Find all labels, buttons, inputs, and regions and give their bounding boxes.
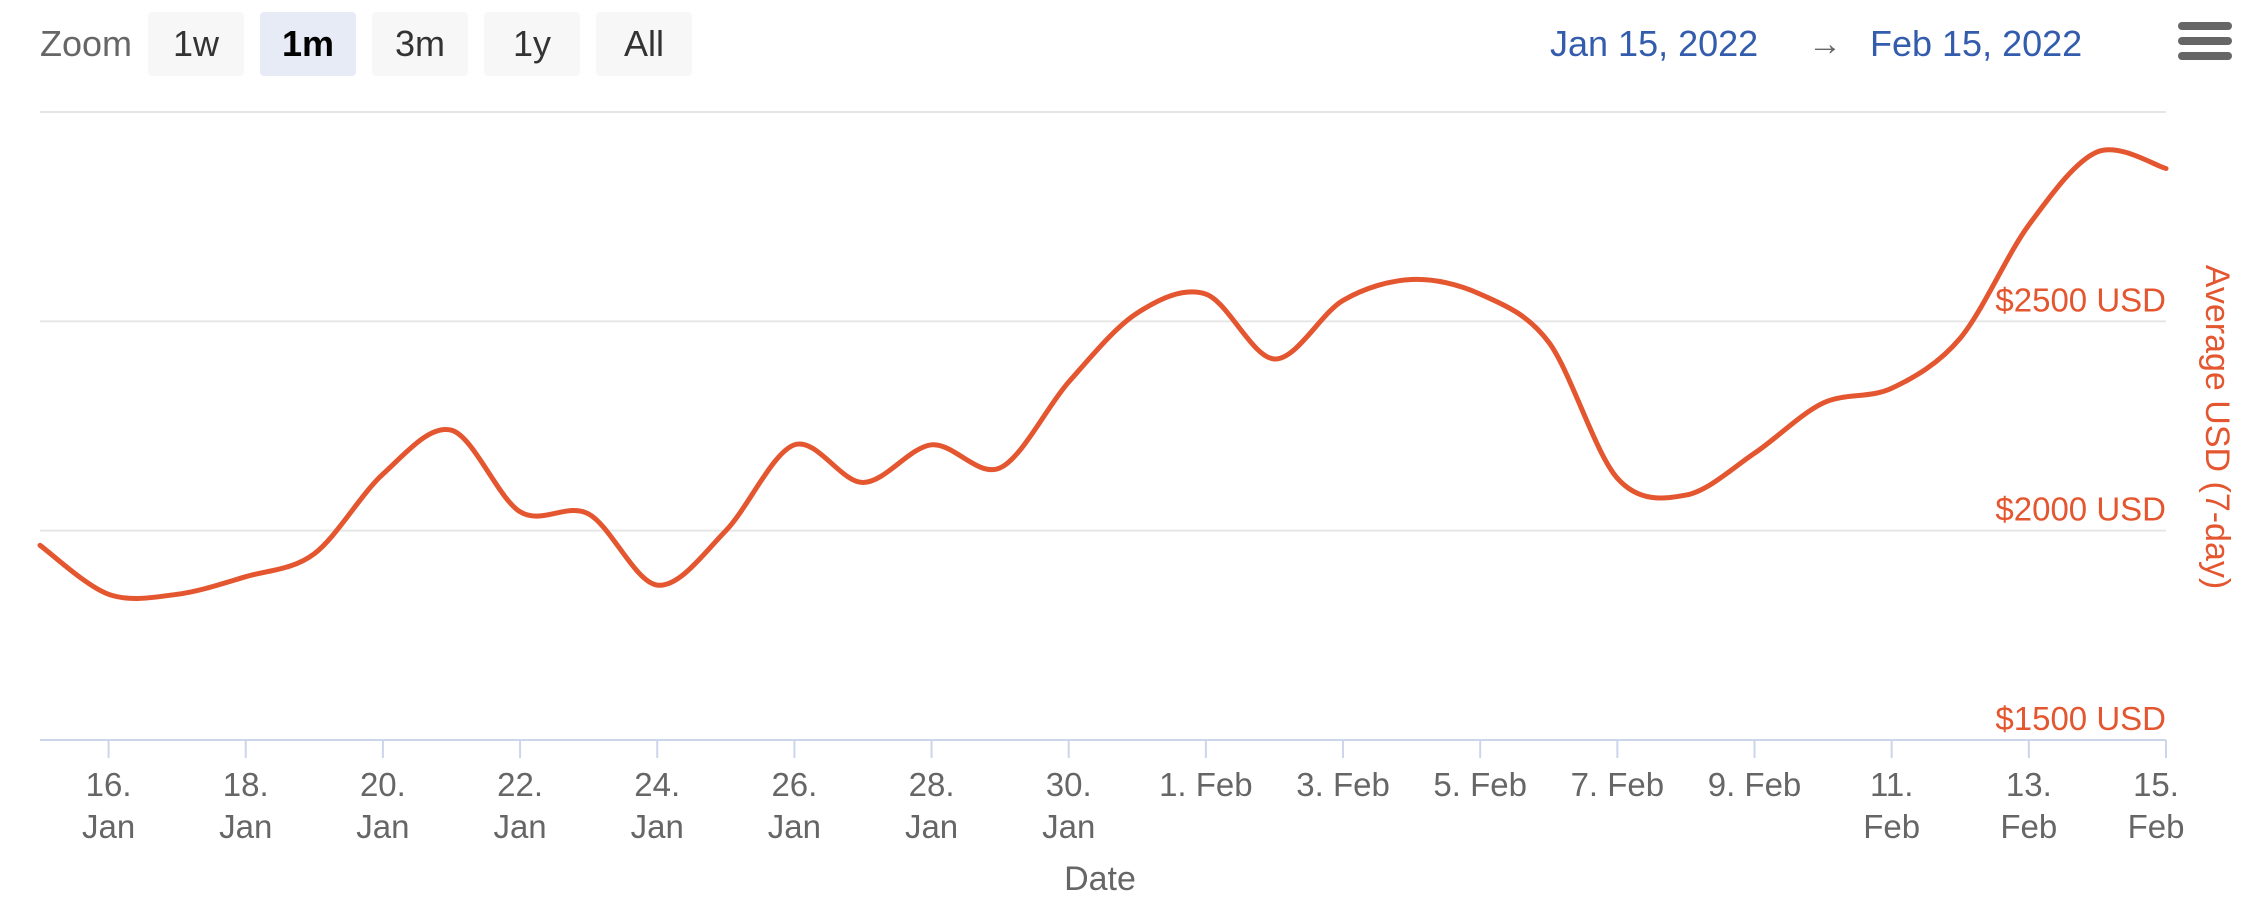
y-axis-labels: $1500 USD $2000 USD $2500 USD	[1995, 281, 2166, 737]
data-point[interactable]	[651, 579, 663, 591]
data-point[interactable]	[1406, 273, 1418, 285]
data-point[interactable]	[514, 506, 526, 518]
data-point[interactable]	[1474, 288, 1486, 300]
data-point[interactable]	[377, 468, 389, 480]
y-axis-title: Average USD (7-day)	[2198, 265, 2236, 589]
menu-bar	[2178, 22, 2232, 30]
x-tick-label: 28. Jan	[905, 766, 958, 845]
zoom-button-1w[interactable]: 1w	[148, 12, 245, 76]
data-point[interactable]	[240, 571, 252, 583]
range-to-date[interactable]: Feb 15, 2022	[1870, 23, 2083, 64]
zoom-button-1m[interactable]: 1m	[260, 12, 357, 76]
data-point[interactable]	[994, 462, 1006, 474]
y-tick-label: $2000 USD	[1995, 491, 2166, 528]
menu-bar	[2178, 52, 2232, 60]
x-tick-label: 15. Feb	[2128, 766, 2185, 845]
data-point[interactable]	[1063, 376, 1075, 388]
data-point[interactable]	[103, 588, 115, 600]
x-tick-label: 1. Feb	[1159, 766, 1253, 803]
data-point[interactable]	[1817, 397, 1829, 409]
data-point[interactable]	[308, 548, 320, 560]
data-point[interactable]	[1680, 489, 1692, 501]
x-tick-label: 11. Feb	[1863, 766, 1920, 845]
data-point[interactable]	[171, 588, 183, 600]
y-tick-label: $2500 USD	[1995, 281, 2166, 318]
x-tick-label: 16. Jan	[82, 766, 135, 845]
data-point[interactable]	[583, 508, 595, 520]
range-selector: Zoom 1w 1m 3m 1y All	[40, 12, 708, 76]
data-point[interactable]	[1543, 336, 1555, 348]
data-point[interactable]	[857, 477, 869, 489]
range-arrow: →	[1808, 25, 1842, 63]
data-point[interactable]	[1268, 353, 1280, 365]
zoom-button-3m[interactable]: 3m	[372, 12, 469, 76]
data-point[interactable]	[34, 539, 46, 551]
x-tick-label: 9. Feb	[1708, 766, 1802, 803]
data-point[interactable]	[926, 439, 938, 451]
zoom-button-1y[interactable]: 1y	[484, 12, 581, 76]
menu-bar	[2178, 37, 2232, 45]
x-tick-label: 18. Jan	[219, 766, 272, 845]
y-tick-label: $1500 USD	[1995, 700, 2166, 737]
data-point[interactable]	[2160, 163, 2172, 175]
x-axis-labels: 16. Jan 18. Jan 20. Jan 22. Jan 24. Jan 26. Jan 28. J…	[82, 766, 2184, 845]
x-tick-label: 26. Jan	[768, 766, 821, 845]
series-line	[37, 147, 2169, 601]
x-tick-label: 30. Jan	[1042, 766, 1095, 845]
x-axis	[40, 739, 2167, 758]
x-tick-label: 20. Jan	[356, 766, 409, 845]
data-point[interactable]	[1749, 447, 1761, 459]
x-tick-label: 5. Feb	[1433, 766, 1527, 803]
data-point[interactable]	[788, 439, 800, 451]
zoom-button-all[interactable]: All	[596, 12, 693, 76]
series-group	[34, 146, 2172, 601]
data-point[interactable]	[1886, 382, 1898, 394]
x-tick-label: 7. Feb	[1571, 766, 1665, 803]
range-from-date[interactable]: Jan 15, 2022	[1550, 23, 1759, 64]
data-point[interactable]	[2023, 219, 2035, 231]
x-tick-label: 24. Jan	[631, 766, 684, 845]
zoom-label: Zoom	[40, 23, 133, 64]
data-point[interactable]	[445, 424, 457, 436]
data-point[interactable]	[1337, 294, 1349, 306]
x-tick-label: 3. Feb	[1296, 766, 1390, 803]
x-tick-label: 22. Jan	[493, 766, 546, 845]
x-tick-label: 13. Feb	[2000, 766, 2057, 845]
x-axis-title: Date	[1064, 860, 1136, 898]
data-point[interactable]	[1611, 472, 1623, 484]
hamburger-menu-icon[interactable]	[2178, 22, 2232, 66]
data-point[interactable]	[1131, 307, 1143, 319]
data-point[interactable]	[2091, 146, 2103, 158]
data-point[interactable]	[1200, 288, 1212, 300]
data-point[interactable]	[720, 525, 732, 537]
grid-lines	[40, 111, 2166, 532]
data-point[interactable]	[1954, 332, 1966, 344]
